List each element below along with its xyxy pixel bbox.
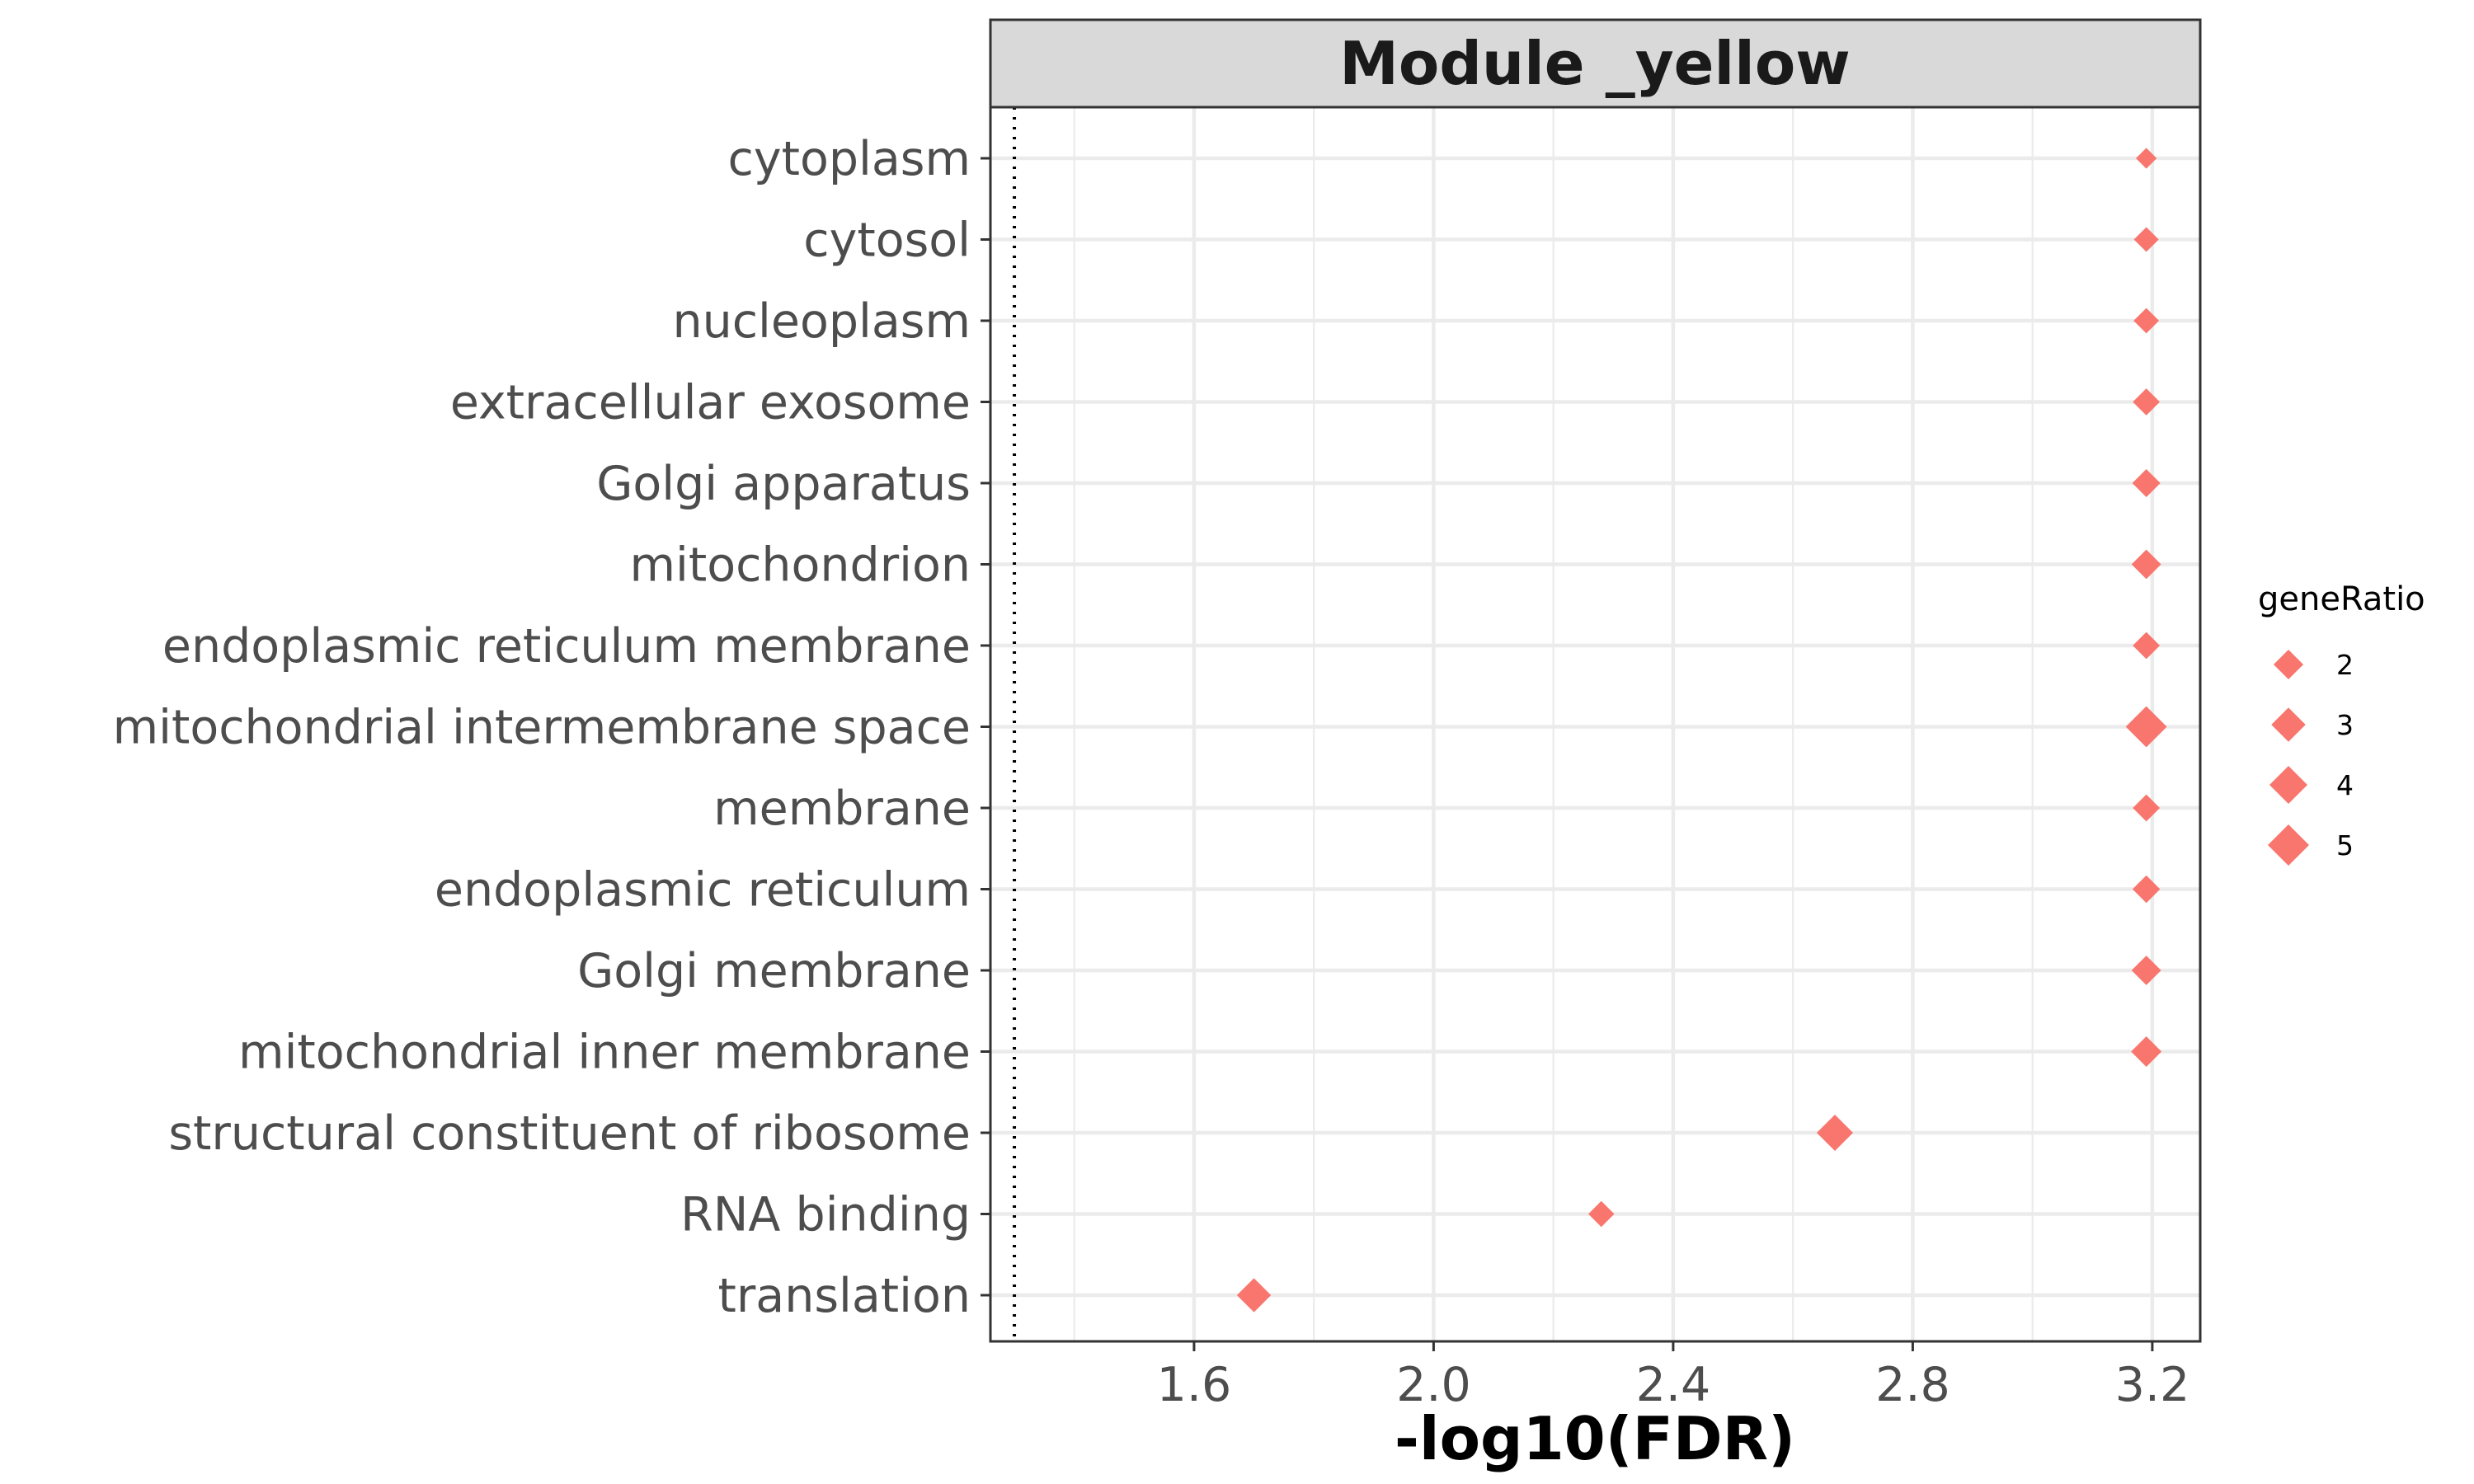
y-tick-label: extracellular exosome	[450, 376, 971, 430]
legend-label: 2	[2336, 649, 2354, 681]
x-tick-label: 3.2	[2115, 1358, 2190, 1412]
legend-key	[2273, 649, 2304, 680]
x-tick-label: 2.0	[1396, 1358, 1471, 1412]
chart-title: Module _yellow	[1339, 29, 1851, 98]
x-tick-label: 1.6	[1157, 1358, 1232, 1412]
legend: geneRatio 2 3 4 5	[2258, 580, 2425, 866]
y-tick-label: mitochondrion	[629, 538, 971, 593]
legend-title: geneRatio	[2258, 580, 2425, 618]
y-tick-label: translation	[718, 1269, 971, 1323]
legend-key	[2271, 707, 2306, 742]
data-point	[2131, 549, 2161, 580]
x-axis: 1.6 2.0 2.4 2.8 3.2	[1157, 1341, 2190, 1412]
data-point	[2131, 956, 2161, 985]
x-tick-label: 2.8	[1875, 1358, 1950, 1412]
y-tick-label: endoplasmic reticulum membrane	[162, 619, 971, 674]
data-point	[2133, 632, 2161, 660]
y-axis: cytoplasm cytosol nucleoplasm extracellular…	[113, 132, 990, 1323]
data-point	[2132, 875, 2161, 904]
x-axis-label: -log10(FDR)	[1395, 1404, 1795, 1473]
legend-label: 4	[2336, 769, 2354, 801]
y-tick-label: RNA binding	[680, 1188, 971, 1242]
data-point	[2133, 794, 2161, 822]
y-tick-label: membrane	[713, 782, 971, 836]
y-tick-label: Golgi apparatus	[596, 457, 971, 511]
grid-layer	[990, 107, 2200, 1341]
y-tick-label: cytosol	[803, 214, 971, 268]
data-point	[1236, 1278, 1272, 1313]
y-tick-label: mitochondrial inner membrane	[238, 1026, 971, 1080]
data-point	[1816, 1115, 1853, 1151]
legend-key	[2267, 824, 2310, 866]
legend-label: 5	[2336, 829, 2354, 862]
y-tick-label: Golgi membrane	[577, 944, 971, 998]
data-point	[2125, 706, 2167, 748]
panel-strip-background	[989, 18, 2202, 109]
data-point	[1588, 1200, 1615, 1228]
data-point	[2132, 468, 2161, 498]
y-tick-label: nucleoplasm	[672, 294, 971, 349]
data-point	[2133, 388, 2161, 416]
panel-border	[989, 106, 2202, 1343]
data-point	[2136, 148, 2157, 169]
y-tick-label: endoplasmic reticulum	[435, 863, 971, 918]
y-tick-label: structural constituent of ribosome	[168, 1106, 971, 1161]
data-point	[2133, 308, 2160, 334]
data-point	[2131, 1036, 2162, 1067]
y-tick-label: mitochondrial intermembrane space	[113, 701, 971, 755]
y-tick-label: cytoplasm	[728, 132, 971, 186]
points-layer	[1236, 148, 2167, 1313]
x-tick-label: 2.4	[1636, 1358, 1711, 1412]
panel-strip: Module _yellow	[989, 18, 2202, 109]
legend-label: 3	[2336, 709, 2354, 741]
legend-key	[2269, 766, 2307, 804]
data-point	[2133, 227, 2159, 252]
